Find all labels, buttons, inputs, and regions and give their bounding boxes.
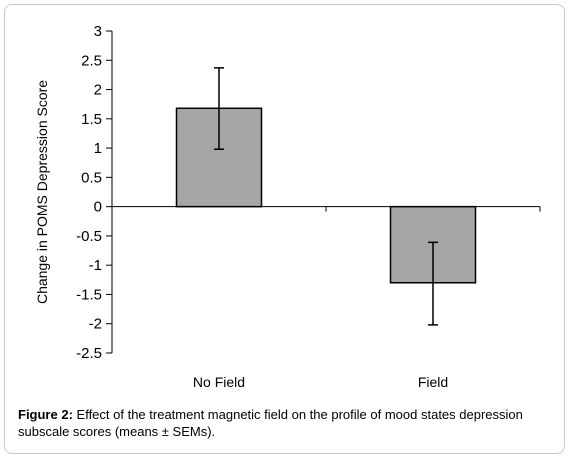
- caption-text: Effect of the treatment magnetic field o…: [18, 407, 523, 439]
- x-category-label: No Field: [193, 374, 245, 390]
- y-tick-label: 2: [94, 82, 102, 99]
- y-tick-label: 2.5: [81, 52, 102, 69]
- figure-caption: Figure 2: Effect of the treatment magnet…: [18, 406, 558, 440]
- y-tick-label: 1.5: [81, 111, 102, 128]
- y-tick-label: -2.5: [76, 345, 102, 362]
- caption-label: Figure 2:: [18, 407, 73, 422]
- y-tick-label: -1: [89, 257, 102, 274]
- x-category-label: Field: [418, 374, 448, 390]
- y-axis-label: Change in POMS Depression Score: [34, 80, 50, 304]
- y-tick-label: 3: [94, 23, 102, 40]
- y-tick-label: -2: [89, 316, 102, 333]
- error-bars: [214, 67, 438, 326]
- bars: [175, 107, 477, 284]
- y-tick-label: 0.5: [81, 169, 102, 186]
- x-axis-categories: No Field Field: [193, 206, 541, 390]
- y-tick-label: -0.5: [76, 228, 102, 245]
- bar-chart: 3 2.5 2 1.5 1 0.5 0 -0.5 -1 -1.5 -2 -2.5 No Field Fi…: [34, 23, 541, 390]
- y-tick-label: -1.5: [76, 286, 102, 303]
- y-tick-label: 1: [94, 140, 102, 157]
- y-axis: 3 2.5 2 1.5 1 0.5 0 -0.5 -1 -1.5 -2 -2.5: [76, 23, 112, 362]
- y-tick-label: 0: [94, 199, 102, 216]
